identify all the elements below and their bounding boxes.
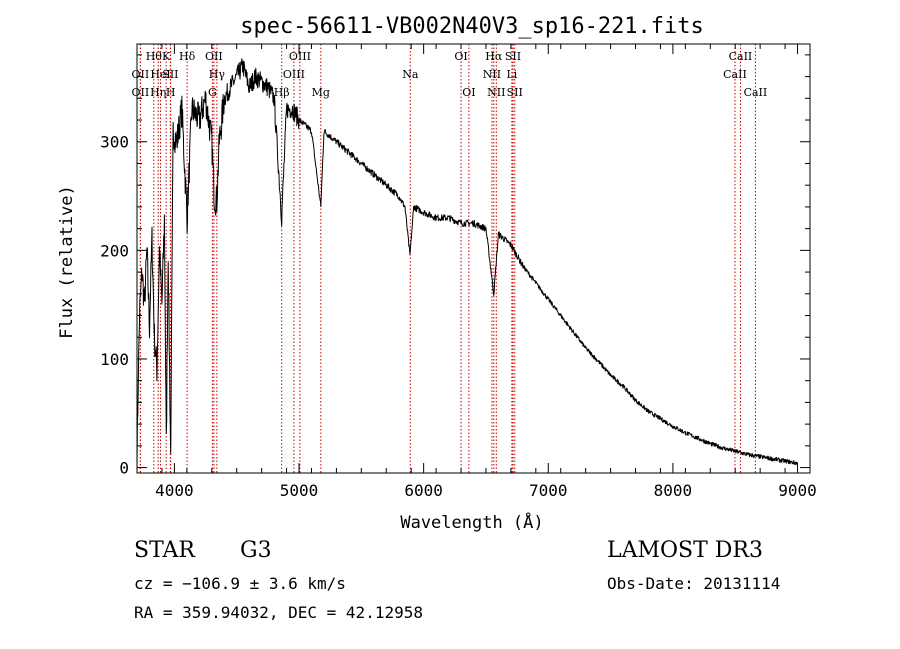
tick-labels: 4000 5000 6000 7000 8000 9000 0 100 200 300 [100, 133, 817, 500]
line-label: NII [483, 68, 501, 81]
survey-label: LAMOST DR3 [607, 538, 763, 563]
line-label: CaII [729, 50, 753, 63]
line-label: CaII [723, 68, 747, 81]
line-label: OI [454, 50, 467, 63]
line-label: H [166, 86, 176, 99]
line-label: Na [402, 68, 419, 81]
line-label: Hα [485, 50, 503, 63]
line-label: G [208, 86, 217, 99]
line-label: Li [506, 68, 517, 81]
chart-title: spec-56611-VB002N40V3_sp16-221.fits [240, 14, 704, 39]
y-tick-label: 0 [119, 459, 129, 478]
line-label: Hδ [179, 50, 196, 63]
line-label: HeI [150, 68, 170, 81]
line-label: OI [462, 86, 475, 99]
axis-ticks [136, 44, 811, 473]
x-tick-label: 6000 [404, 481, 443, 500]
x-tick-label: 5000 [280, 481, 319, 500]
y-axis-label: Flux (relative) [57, 185, 77, 339]
line-label: OIII [283, 68, 305, 81]
observation-date: Obs-Date: 20131114 [607, 574, 781, 593]
line-label: Mg [312, 86, 330, 99]
x-axis-label: Wavelength (Å) [400, 511, 543, 533]
line-label: Hη [150, 86, 166, 99]
line-label: OII [132, 86, 150, 99]
line-label: OII [132, 68, 150, 81]
line-label: OII [205, 50, 223, 63]
x-tick-label: 9000 [778, 481, 817, 500]
line-label: Hθ [146, 50, 163, 63]
y-tick-label: 200 [100, 241, 129, 260]
spectrum-series [136, 58, 798, 468]
line-label: SII [507, 86, 523, 99]
line-label: SII [162, 68, 178, 81]
line-label: Hβ [274, 86, 290, 99]
line-label: K [162, 50, 171, 63]
line-label: OIII [289, 50, 311, 63]
y-tick-label: 100 [100, 350, 129, 369]
coordinates: RA = 359.94032, DEC = 42.12958 [134, 603, 423, 622]
x-tick-label: 4000 [155, 481, 194, 500]
line-label: Hγ [209, 68, 226, 81]
plot-frame [136, 43, 811, 474]
x-tick-label: 7000 [529, 481, 568, 500]
line-label: CaII [744, 86, 768, 99]
line-label: SII [505, 50, 521, 63]
x-tick-label: 8000 [654, 481, 693, 500]
object-class: STAR [134, 538, 195, 563]
spectrum-line [136, 58, 798, 468]
spectral-line-markers [139, 44, 756, 473]
y-tick-label: 300 [100, 133, 129, 152]
redshift-value: cz = −106.9 ± 3.6 km/s [134, 574, 346, 593]
object-subclass: G3 [240, 538, 272, 563]
line-label: NII [487, 86, 505, 99]
